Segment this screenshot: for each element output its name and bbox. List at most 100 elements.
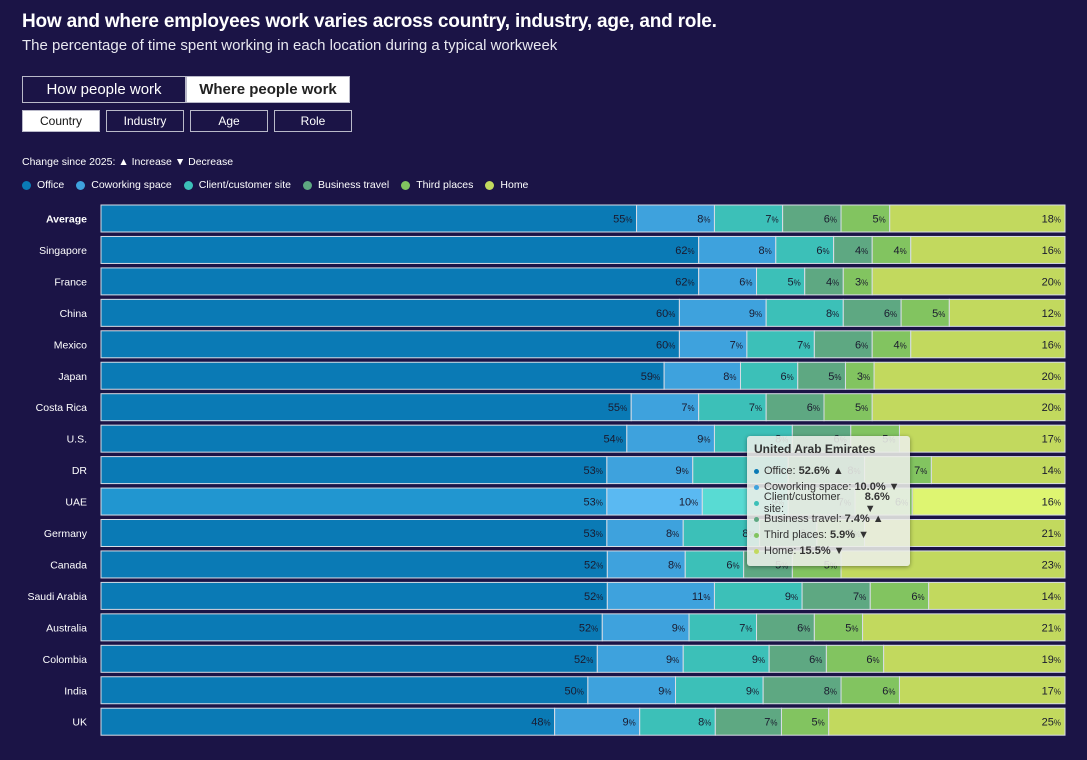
data-label: 9% (666, 654, 679, 666)
bar-segment-third-places[interactable] (871, 235, 912, 264)
bar-segment-business-travel[interactable] (765, 393, 825, 422)
bar-segment-third-places[interactable] (869, 581, 930, 610)
bar-segment-coworking-space[interactable] (626, 424, 715, 453)
bar-segment-office[interactable] (100, 644, 598, 673)
bar-segment-third-places[interactable] (900, 298, 950, 327)
bar-segment-office[interactable] (100, 235, 700, 264)
row-label: U.S. (67, 434, 87, 446)
data-label: 5% (872, 214, 885, 226)
bar-segment-home[interactable] (910, 235, 1066, 264)
tooltip-value: 10.0% ▼ (854, 481, 900, 493)
bar-segment-client-customer-site[interactable] (713, 204, 784, 233)
data-label: 5% (855, 402, 868, 414)
bar-segment-coworking-space[interactable] (678, 298, 767, 327)
row-label: Canada (50, 559, 87, 571)
bar-segment-home[interactable] (948, 298, 1066, 327)
bar-segment-office[interactable] (100, 393, 632, 422)
bar-segment-office[interactable] (100, 707, 556, 736)
how-people-work-button[interactable]: How people work (22, 76, 186, 103)
bar-segment-third-places[interactable] (780, 707, 830, 736)
bar-segment-client-customer-site[interactable] (698, 393, 767, 422)
bar-segment-business-travel[interactable] (762, 676, 842, 705)
bar-segment-home[interactable] (928, 581, 1066, 610)
bar-segment-third-places[interactable] (823, 393, 873, 422)
tooltip-label: Home: (764, 545, 797, 557)
bar-segment-client-customer-site[interactable] (746, 330, 815, 359)
where-people-work-button[interactable]: Where people work (186, 76, 350, 103)
bar-segment-home[interactable] (898, 424, 1066, 453)
bar-segment-office[interactable] (100, 676, 589, 705)
bar-segment-client-customer-site[interactable] (675, 676, 764, 705)
tooltip-row: Client/customer site: 8.6% ▼ (754, 491, 903, 515)
bar-segment-coworking-space[interactable] (601, 613, 690, 642)
bar-segment-client-customer-site[interactable] (739, 361, 799, 390)
bar-segment-coworking-space[interactable] (698, 235, 777, 264)
bar-segment-office[interactable] (100, 581, 608, 610)
bar-segment-office[interactable] (100, 487, 608, 516)
tab-industry[interactable]: Industry (106, 110, 184, 132)
bar-segment-business-travel[interactable] (842, 298, 902, 327)
data-label: 6% (824, 214, 837, 226)
bar-segment-home[interactable] (911, 487, 1066, 516)
bar-segment-third-places[interactable] (825, 644, 885, 673)
data-label: 8% (697, 214, 710, 226)
bar-segment-home[interactable] (862, 613, 1066, 642)
legend-item-office[interactable]: Office (22, 179, 64, 191)
data-label: 8% (698, 717, 711, 729)
bar-segment-client-customer-site[interactable] (775, 235, 835, 264)
bar-segment-office[interactable] (100, 298, 680, 327)
bar-segment-home[interactable] (930, 456, 1066, 485)
legend-item-business-travel[interactable]: Business travel (302, 179, 389, 191)
bar-segment-office[interactable] (100, 424, 628, 453)
bar-segment-office[interactable] (100, 550, 608, 579)
bar-segment-office[interactable] (100, 519, 608, 547)
data-label: 5% (787, 276, 800, 288)
bar-segment-office[interactable] (100, 613, 603, 642)
bar-segment-third-places[interactable] (813, 613, 864, 642)
bar-segment-third-places[interactable] (840, 676, 900, 705)
bar-segment-home[interactable] (898, 676, 1066, 705)
bar-segment-coworking-space[interactable] (663, 361, 741, 390)
bar-segment-client-customer-site[interactable] (639, 707, 716, 736)
data-label: 9% (676, 465, 689, 477)
bar-segment-home[interactable] (871, 267, 1066, 296)
bar-segment-home[interactable] (910, 330, 1066, 359)
legend-item-third-places[interactable]: Third places (401, 179, 473, 191)
bar-segment-coworking-space[interactable] (636, 204, 715, 233)
legend-item-coworking[interactable]: Coworking space (76, 179, 172, 191)
bar-segment-office[interactable] (100, 330, 680, 359)
bar-segment-coworking-space[interactable] (587, 676, 677, 705)
bar-segment-coworking-space[interactable] (606, 519, 684, 547)
tab-age[interactable]: Age (190, 110, 268, 132)
bar-segment-coworking-space[interactable] (698, 267, 758, 296)
data-label: 55% (613, 214, 632, 226)
tab-country[interactable]: Country (22, 110, 100, 132)
bar-segment-business-travel[interactable] (797, 361, 846, 390)
bar-segment-home[interactable] (871, 393, 1066, 422)
bar-segment-coworking-space[interactable] (606, 487, 703, 516)
bar-segment-business-travel[interactable] (804, 267, 844, 296)
legend-item-home[interactable]: Home (485, 179, 528, 191)
legend-item-client-site[interactable]: Client/customer site (183, 179, 291, 191)
bar-segment-business-travel[interactable] (782, 204, 842, 233)
bar-segment-client-customer-site[interactable] (682, 519, 761, 547)
bar-segment-office[interactable] (100, 361, 665, 390)
bar-segment-home[interactable] (873, 361, 1066, 390)
bar-segment-client-customer-site[interactable] (713, 581, 803, 610)
bar-segment-home[interactable] (883, 644, 1066, 673)
bar-segment-coworking-space[interactable] (606, 550, 686, 579)
bar-segment-office[interactable] (100, 204, 638, 233)
bar-segment-third-places[interactable] (844, 361, 875, 390)
bar-segment-business-travel[interactable] (768, 644, 827, 673)
bar-segment-office[interactable] (100, 456, 608, 485)
bar-segment-client-customer-site[interactable] (756, 267, 806, 296)
bar-segment-business-travel[interactable] (756, 613, 815, 642)
bar-segment-coworking-space[interactable] (554, 707, 641, 736)
data-label: 10% (679, 497, 698, 509)
bar-segment-home[interactable] (828, 707, 1066, 736)
data-label: 3% (857, 371, 870, 383)
bar-segment-coworking-space[interactable] (596, 644, 684, 673)
tab-role[interactable]: Role (274, 110, 352, 132)
bar-segment-home[interactable] (889, 204, 1066, 233)
bar-segment-office[interactable] (100, 267, 700, 296)
